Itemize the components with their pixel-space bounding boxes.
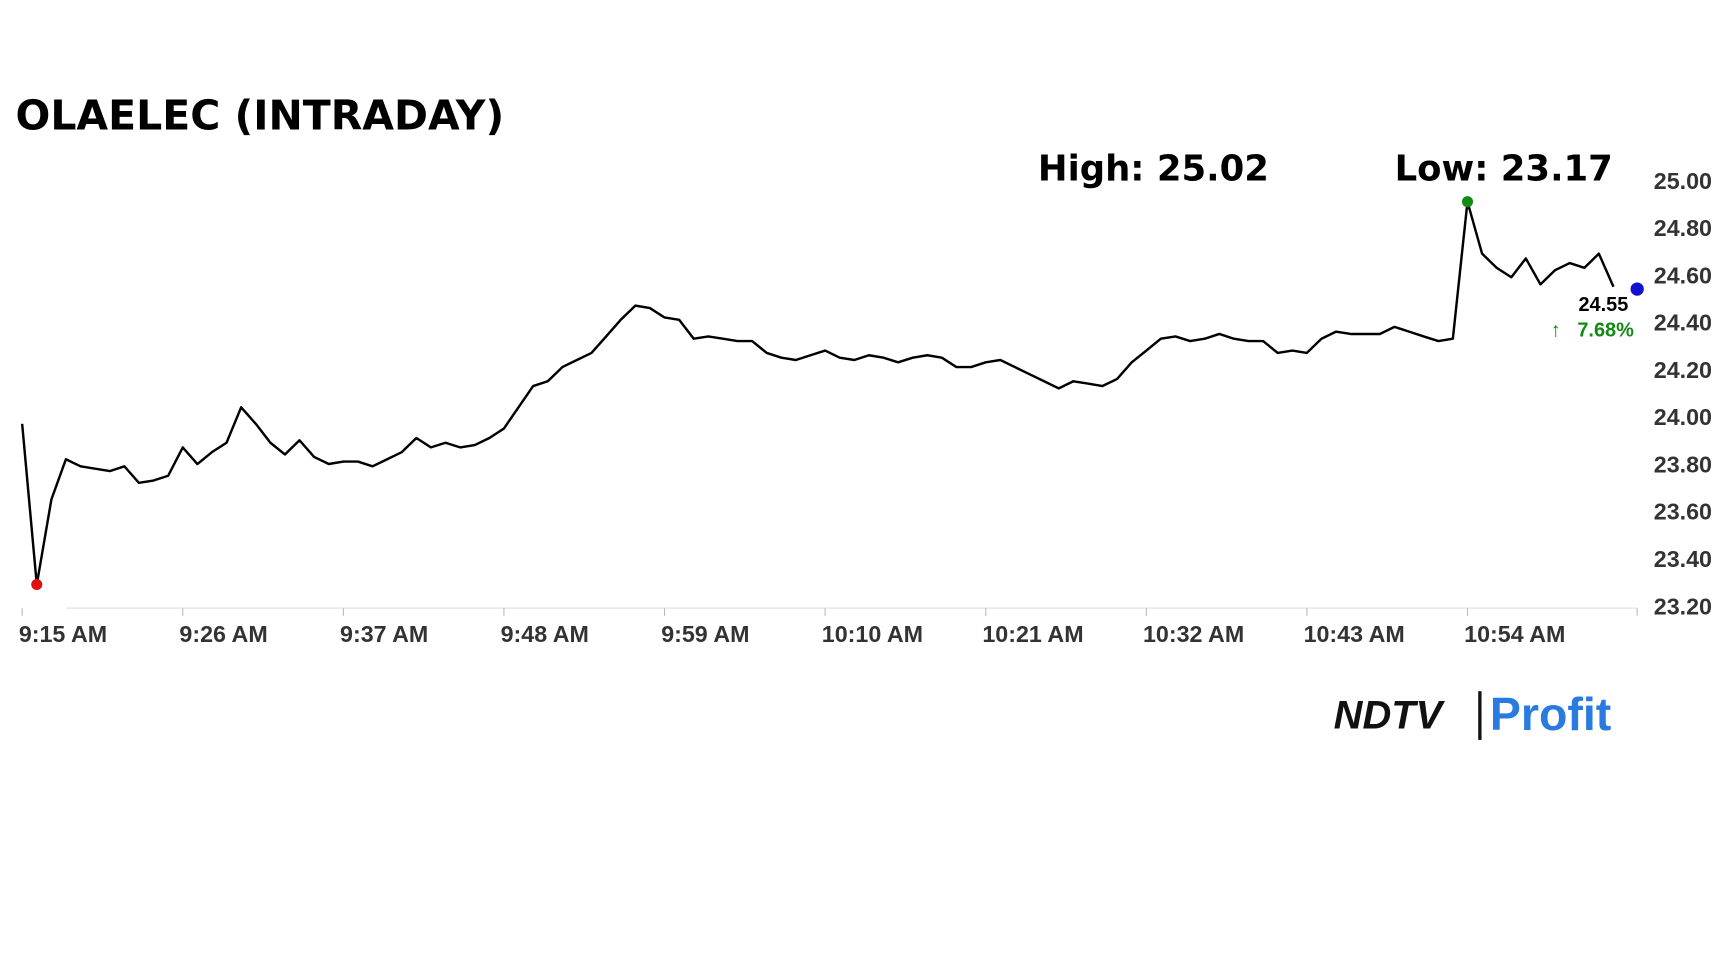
x-tick-label: 9:48 AM	[501, 621, 589, 647]
high-dot	[1461, 196, 1474, 208]
price-line	[20, 200, 1615, 586]
brand-left: NDTV	[1334, 693, 1446, 737]
y-tick-label: 24.20	[1654, 357, 1712, 383]
x-tick-label: 9:37 AM	[340, 621, 428, 647]
chart-title: OLAELEC (INTRADAY)	[16, 92, 505, 140]
x-tick-label: 10:43 AM	[1304, 621, 1405, 647]
x-tick-label: 10:54 AM	[1464, 621, 1565, 647]
low-label: Low: 23.17	[1395, 149, 1613, 190]
low-dot	[31, 578, 43, 591]
high-label: High: 25.02	[1038, 149, 1269, 190]
x-tick-label: 9:15 AM	[19, 621, 107, 647]
y-tick-label: 24.60	[1654, 262, 1712, 288]
x-tick-label: 9:26 AM	[179, 621, 267, 647]
y-tick-label: 24.40	[1654, 310, 1712, 336]
x-tick-label: 10:32 AM	[1143, 621, 1244, 647]
x-tick-label: 10:21 AM	[982, 621, 1083, 647]
x-tick-label: 10:10 AM	[822, 621, 923, 647]
y-tick-label: 23.60	[1654, 499, 1712, 525]
last-price-dot	[1630, 282, 1644, 296]
y-tick-label: 23.40	[1654, 546, 1712, 572]
y-tick-label: 24.00	[1654, 404, 1712, 430]
y-tick-label: 24.80	[1654, 215, 1712, 241]
last-price-label: 24.55	[1578, 294, 1628, 316]
change-arrow: ↑	[1551, 319, 1561, 341]
change-label: 7.68%	[1577, 319, 1634, 341]
y-tick-label: 23.20	[1654, 593, 1712, 619]
x-tick-label: 9:59 AM	[661, 621, 749, 647]
y-tick-label: 25.00	[1654, 168, 1712, 194]
y-tick-label: 23.80	[1654, 451, 1712, 477]
brand-right: Profit	[1490, 688, 1611, 740]
